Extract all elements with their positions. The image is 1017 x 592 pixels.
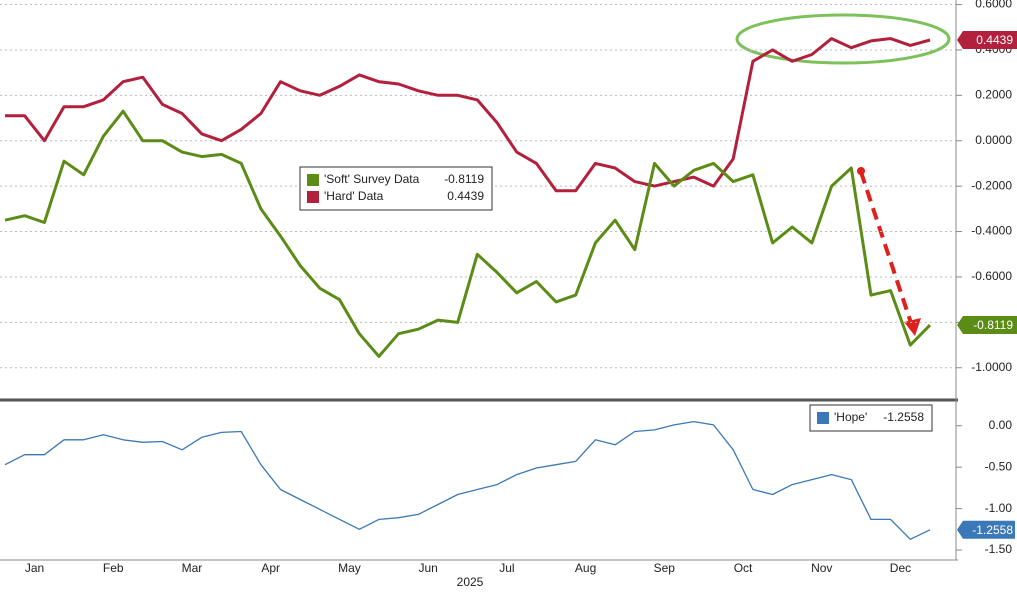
y-tick-label: -1.00 bbox=[985, 501, 1013, 515]
y-tick-label: -1.50 bbox=[985, 542, 1013, 556]
legend-swatch bbox=[817, 412, 829, 424]
x-tick-label: Nov bbox=[811, 561, 832, 575]
x-tick-label: Oct bbox=[734, 561, 753, 575]
legend-value: 0.4439 bbox=[447, 189, 484, 203]
value-tag: 0.4439 bbox=[976, 33, 1013, 47]
annotation-arrow bbox=[859, 171, 914, 327]
y-tick-label: -0.2000 bbox=[971, 178, 1012, 192]
legend-label: 'Hope' bbox=[834, 410, 867, 424]
series-line bbox=[5, 37, 931, 193]
y-tick-label: -1.0000 bbox=[971, 360, 1012, 374]
x-tick-label: Aug bbox=[575, 561, 596, 575]
y-tick-label: -0.50 bbox=[985, 459, 1013, 473]
x-tick-label: Sep bbox=[654, 561, 676, 575]
legend-box bbox=[809, 404, 933, 432]
highlight-ellipse bbox=[735, 13, 951, 65]
value-tag: -0.8119 bbox=[973, 318, 1013, 332]
y-tick-label: 0.2000 bbox=[975, 88, 1012, 102]
y-tick-label: 0.6000 bbox=[975, 0, 1012, 11]
legend-label: 'Soft' Survey Data bbox=[324, 172, 420, 186]
x-tick-label: Dec bbox=[890, 561, 911, 575]
series-line bbox=[4, 109, 932, 358]
legend-box bbox=[299, 166, 493, 211]
series-line bbox=[4, 420, 931, 540]
value-tag-bg bbox=[957, 520, 1015, 539]
value-tag-bg bbox=[957, 316, 1017, 335]
x-tick-label: Jun bbox=[418, 561, 437, 575]
y-tick-label: -0.4000 bbox=[971, 224, 1012, 238]
x-tick-label: Apr bbox=[261, 561, 280, 575]
y-tick-label: 0.00 bbox=[989, 418, 1013, 432]
y-tick-label: -0.6000 bbox=[971, 269, 1012, 283]
x-tick-label: May bbox=[338, 561, 361, 575]
x-tick-label: Jan bbox=[25, 561, 44, 575]
x-tick-label: Jul bbox=[499, 561, 514, 575]
value-tag: -1.2558 bbox=[972, 523, 1013, 537]
legend-swatch bbox=[307, 191, 319, 203]
legend-value: -1.2558 bbox=[883, 410, 924, 424]
x-axis-label: 2025 bbox=[457, 575, 484, 589]
legend-label: 'Hard' Data bbox=[324, 189, 384, 203]
legend-swatch bbox=[307, 174, 319, 186]
arrow-start bbox=[857, 167, 865, 175]
value-tag-bg bbox=[957, 30, 1017, 49]
x-tick-label: Mar bbox=[182, 561, 203, 575]
x-tick-label: Feb bbox=[103, 561, 124, 575]
legend-value: -0.8119 bbox=[444, 172, 484, 186]
y-tick-label: 0.0000 bbox=[975, 133, 1012, 147]
